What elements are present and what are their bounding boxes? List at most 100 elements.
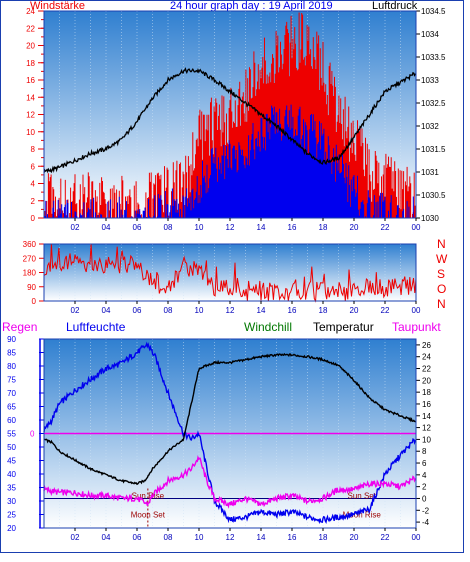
wind-x-label: 12 (226, 223, 235, 232)
wind-speed-bars (44, 104, 417, 218)
humidity-line (43, 341, 416, 525)
wind-x-label: 16 (288, 223, 297, 232)
temperature-axis-tick-label: 10 (422, 435, 431, 444)
direction-x-label: 20 (350, 306, 359, 315)
sunset-label: Sun Set (348, 491, 377, 500)
temperature-axis-tick-label: 0 (422, 494, 427, 503)
wind-x-label: 10 (195, 223, 204, 232)
pressure-axis-tick-label: 1030.5 (421, 191, 446, 200)
direction-axis-tick-label: 360 (23, 240, 37, 249)
direction-x-label: 04 (102, 306, 111, 315)
temperature-axis-tick-label: -4 (422, 518, 430, 527)
temperature-axis-tick-label: 6 (422, 459, 427, 468)
temp-x-label: 12 (226, 533, 235, 542)
humidity-axis-tick-label: 55 (7, 430, 16, 439)
pressure-axis-tick-label: 1034 (421, 30, 439, 39)
outer-frame (0, 0, 464, 553)
wind-axis-tick-label: 20 (26, 42, 35, 51)
temp-x-label: 18 (319, 533, 328, 542)
sunrise-label: Sun Rise (132, 491, 165, 500)
temperature-axis-tick-label: 26 (422, 341, 431, 350)
temperature-axis-tick-label: -2 (422, 506, 430, 515)
rain-axis-label: 0 (30, 430, 35, 439)
temperature-axis-tick-label: 4 (422, 471, 427, 480)
wind-axis-tick-label: 24 (26, 7, 35, 16)
direction-line (43, 243, 417, 303)
humidity-axis-tick-label: 30 (7, 497, 16, 506)
direction-label-w: W (436, 252, 448, 266)
temperature-axis-tick-label: 24 (422, 353, 431, 362)
wind-x-label: 02 (71, 223, 80, 232)
direction-x-label: 10 (195, 306, 204, 315)
direction-x-label: 08 (164, 306, 173, 315)
direction-x-label: 02 (71, 306, 80, 315)
humidity-axis-tick-label: 70 (7, 389, 16, 398)
wind-pressure-chart: 02468101214161820222410301030.510311031.… (26, 7, 446, 232)
direction-label-n-bottom: N (437, 297, 446, 311)
direction-label-o: O (437, 282, 447, 296)
chart-title: 24 hour graph day : 19 April 2019 (170, 0, 333, 12)
temperature-axis-tick-label: 16 (422, 400, 431, 409)
temp-x-label: 20 (350, 533, 359, 542)
wind-direction-chart: 0 90 180 270 360 02 04 06 08 10 12 14 16 18 20 22 00 (23, 240, 421, 315)
pressure-axis-tick-label: 1032.5 (421, 99, 446, 108)
wind-axis-tick-label: 18 (26, 59, 35, 68)
moonset-label: Moon Set (131, 510, 166, 519)
temp-x-label: 14 (257, 533, 266, 542)
temperature-axis-tick-label: 14 (422, 412, 431, 421)
wind-axis-tick-label: 14 (26, 93, 35, 102)
direction-x-label: 16 (288, 306, 297, 315)
temperature-axis-tick-label: 8 (422, 447, 427, 456)
temperature-axis-tick-label: 2 (422, 483, 427, 492)
humidity-axis-tick-label: 40 (7, 470, 16, 479)
temperature-axis-tick-label: 18 (422, 388, 431, 397)
temp-x-label: 06 (133, 533, 142, 542)
temperature-axis-tick-label: 20 (422, 376, 431, 385)
temp-x-label: 04 (102, 533, 111, 542)
wind-axis-tick-label: 22 (26, 24, 35, 33)
pressure-line (43, 67, 417, 174)
humidity-axis-tick-label: 65 (7, 403, 16, 412)
humidity-axis-tick-label: 35 (7, 484, 16, 493)
temp-x-label: 08 (164, 533, 173, 542)
temperature-axis-tick-label: 22 (422, 365, 431, 374)
direction-x-label: 00 (412, 306, 421, 315)
humidity-axis-tick-label: 75 (7, 376, 16, 385)
direction-axis-tick-label: 0 (32, 297, 37, 306)
humidity-axis-tick-label: 85 (7, 349, 16, 358)
temperature-label: Temperatur (313, 320, 374, 334)
moonrise-label: Moon Rise (343, 510, 382, 519)
wind-axis-tick-label: 0 (31, 214, 36, 223)
wind-axis-tick-label: 10 (26, 128, 35, 137)
wind-x-label: 06 (133, 223, 142, 232)
direction-x-label: 14 (257, 306, 266, 315)
temp-x-label: 02 (71, 533, 80, 542)
wind-axis-tick-label: 12 (26, 111, 35, 120)
rain-label: Regen (2, 320, 38, 334)
wind-x-label: 20 (350, 223, 359, 232)
temperature-axis-tick-label: 12 (422, 424, 431, 433)
temp-x-label: 22 (381, 533, 390, 542)
temp-x-label: 16 (288, 533, 297, 542)
pressure-axis-tick-label: 1030 (421, 214, 439, 223)
temp-x-label: 00 (412, 533, 421, 542)
temperature-line (43, 352, 417, 486)
wind-axis-tick-label: 16 (26, 76, 35, 85)
dewpoint-label: Taupunkt (392, 320, 441, 334)
humidity-axis-tick-label: 60 (7, 416, 16, 425)
pressure-axis-tick-label: 1034.5 (421, 7, 446, 16)
windchill-label: Windchill (244, 320, 293, 334)
direction-axis-tick-label: 90 (27, 283, 36, 292)
wind-axis-tick-label: 4 (31, 180, 36, 189)
direction-x-label: 06 (133, 306, 142, 315)
pressure-axis-title: Luftdruck (372, 0, 418, 12)
temp-x-label: 10 (195, 533, 204, 542)
humidity-axis-tick-label: 20 (7, 524, 16, 533)
humidity-axis-tick-label: 50 (7, 443, 16, 452)
direction-x-label: 18 (319, 306, 328, 315)
wind-x-label: 08 (164, 223, 173, 232)
wind-x-label: 00 (412, 223, 421, 232)
wind-axis-title: Windstärke (30, 0, 86, 12)
